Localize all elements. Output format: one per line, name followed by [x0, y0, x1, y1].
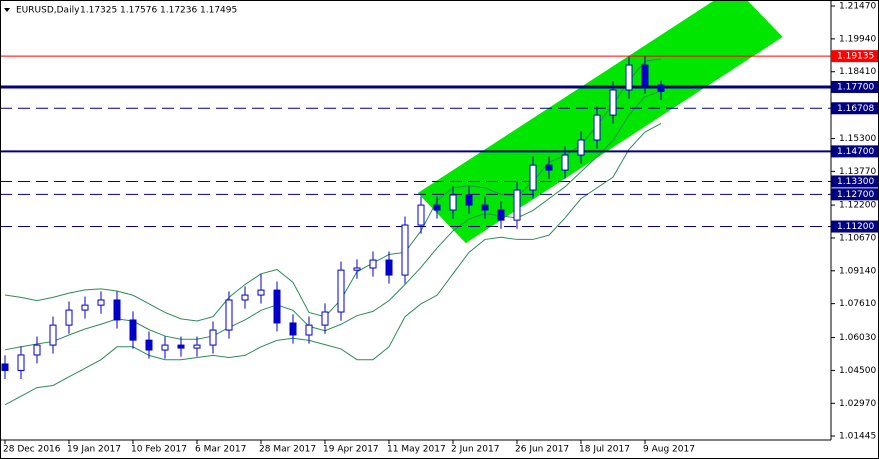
candle-body [161, 344, 169, 351]
chart-title: EURUSD,Daily [16, 6, 80, 16]
level-label-box [831, 80, 878, 93]
y-tick-label: 1.04500 [839, 366, 876, 376]
candle-body [209, 329, 217, 346]
y-tick-label: 1.10670 [839, 233, 876, 243]
band-line [4, 123, 662, 406]
candle-body [561, 154, 569, 171]
candle-body [17, 354, 25, 371]
candle-body [401, 224, 409, 276]
x-tick-label: 19 Apr 2017 [323, 445, 379, 455]
candle-body [145, 339, 153, 351]
level-label: 1.16708 [837, 104, 874, 114]
candle-body [305, 324, 313, 336]
level-label: 1.14700 [837, 147, 874, 157]
y-tick-label: 1.07610 [839, 299, 876, 309]
candle-body [81, 304, 89, 311]
candle-body [1, 363, 9, 371]
y-tick-label: 1.13770 [839, 167, 876, 177]
level-label-box [831, 145, 878, 158]
y-tick-label: 1.12200 [839, 201, 876, 211]
candle-body [497, 209, 505, 221]
candle-body [337, 269, 345, 313]
candle-body [641, 64, 649, 86]
level-label-box [831, 188, 878, 201]
candle-body [97, 299, 105, 306]
y-tick-label: 1.18410 [839, 67, 876, 77]
candle-body [465, 194, 473, 206]
candle-body [289, 322, 297, 336]
candle-body [49, 324, 57, 346]
candle-body [129, 319, 137, 341]
candle-body [273, 289, 281, 324]
level-label-box [831, 102, 878, 115]
x-tick-label: 18 Jul 2017 [579, 445, 630, 455]
candle-body [481, 204, 489, 211]
ohlc-readout: 1.17325 [80, 6, 117, 16]
level-label-box [831, 50, 878, 63]
header: EURUSD,Daily 1.17325 1.17576 1.17236 1.1749… [16, 6, 237, 16]
ohlc-readout: 1.17236 [160, 6, 197, 16]
y-tick-label: 1.19940 [839, 34, 876, 44]
candle-body [321, 311, 329, 326]
candle-body [529, 164, 537, 191]
candle-body [449, 194, 457, 211]
candle-body [257, 289, 265, 296]
x-tick-label: 10 Feb 2017 [131, 445, 187, 455]
x-tick-label: 11 May 2017 [387, 445, 446, 455]
candle-body [193, 344, 201, 349]
x-tick-label: 28 Dec 2016 [3, 445, 61, 455]
candle-body [369, 259, 377, 269]
candle-body [113, 299, 121, 321]
level-label: 1.11200 [837, 222, 874, 232]
x-tick-label: 6 Mar 2017 [195, 445, 246, 455]
y-tick-label: 1.06030 [839, 333, 876, 343]
x-tick-label: 19 Jan 2017 [67, 445, 121, 455]
candle-body [65, 309, 73, 326]
x-tick-label: 2 Jun 2017 [451, 445, 499, 455]
y-tick-label: 1.09140 [839, 266, 876, 276]
candle-body [241, 294, 249, 301]
candle-body [513, 189, 521, 221]
ohlc-readout: 1.17576 [120, 6, 157, 16]
y-tick-label: 1.21470 [839, 2, 876, 12]
band-line [4, 58, 662, 322]
x-tick-label: 26 Jun 2017 [515, 445, 569, 455]
y-tick-label: 1.01445 [839, 432, 876, 442]
y-tick-label: 1.15300 [839, 134, 876, 144]
candle-body [577, 139, 585, 156]
level-label: 1.19135 [837, 52, 874, 62]
candle-body [417, 204, 425, 226]
ohlc-readout: 1.17495 [200, 6, 237, 16]
x-tick-label: 28 Mar 2017 [259, 445, 316, 455]
menu-arrow [4, 8, 10, 12]
candle-body [353, 267, 361, 271]
candle-body [625, 64, 633, 91]
candle-body [177, 344, 185, 349]
candle-body [545, 164, 553, 171]
level-label-box [831, 220, 878, 233]
plot-area [1, 1, 831, 406]
candle-body [593, 114, 601, 141]
level-label-box [831, 175, 878, 188]
candle-body [657, 84, 665, 92]
candle-body [225, 299, 233, 331]
candle-body [33, 344, 41, 356]
candle-body [385, 259, 393, 276]
level-label: 1.12700 [837, 190, 874, 200]
candle-body [609, 89, 617, 116]
x-tick-label: 9 Aug 2017 [643, 445, 695, 455]
level-label: 1.13300 [837, 177, 874, 187]
level-label: 1.17700 [837, 82, 874, 92]
y-tick-label: 1.02970 [839, 399, 876, 409]
candle-body [433, 204, 441, 211]
